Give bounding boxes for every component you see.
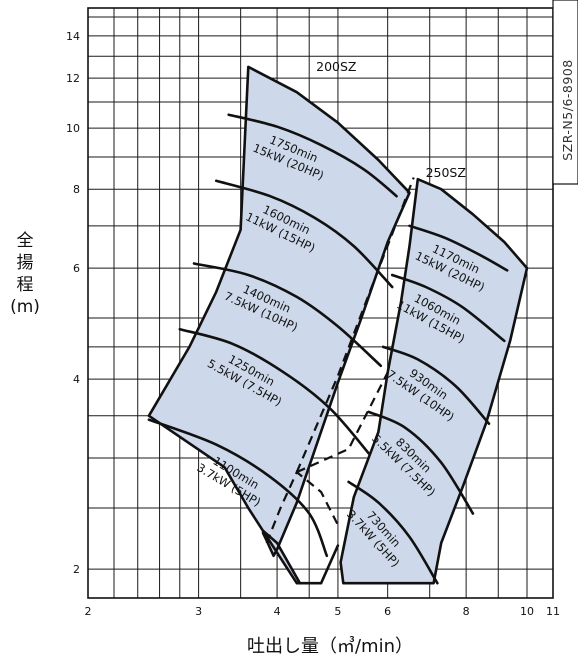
y-tick-label-4: 10 [66,122,80,135]
x-tick-label-7: 11 [546,605,560,618]
y-tick-label-5: 12 [66,72,80,85]
crossover-line [296,371,389,474]
x-tick-label-5: 8 [463,605,470,618]
curve-0 [227,113,398,198]
200SZ-boundary [295,177,415,473]
x-tick-label-1: 3 [195,605,202,618]
tick-labels: 2 3 4 5 6 8 10 11 2 4 6 8 10 12 14 [66,30,560,618]
region-label-250sz: 250SZ [426,165,466,180]
curve-7 [381,345,491,425]
y-tick-label-2: 6 [73,262,80,275]
dashed-boundaries [265,177,415,544]
curve-4 [147,418,329,558]
region-250sz [339,177,529,585]
y-tick-label-0: 2 [73,563,80,576]
y-tick-label-6: 14 [66,30,80,43]
document-code: SZR-N5/6-8908 [560,59,575,160]
x-axis-title: 吐出し量（㎥/min） [247,636,413,657]
curve-2 [192,262,383,368]
x-tick-label-2: 4 [274,605,281,618]
y-axis-title-part-2: 程 [17,275,34,295]
y-axis-title-part-1: 揚 [17,253,34,273]
curve-3 [178,327,371,455]
y-tick-label-3: 8 [73,183,80,196]
curve-6 [390,273,506,343]
x-tick-label-4: 6 [384,605,391,618]
x-tick-label-3: 5 [334,605,341,618]
curve-9 [347,480,439,585]
document-code-tag: SZR-N5/6-8908 [552,0,578,185]
x-tick-label-6: 10 [520,605,534,618]
y-axis-title-part-0: 全 [17,231,34,251]
region-label-200sz: 200SZ [316,59,356,74]
y-axis-title: 全揚程(m) [10,231,40,317]
curve-5 [408,224,509,272]
curve-8 [367,410,475,515]
y-axis-title-part-3: (m) [10,297,40,317]
plot-border [87,7,554,599]
y-tick-label-1: 4 [73,373,80,386]
performance-curves [147,113,509,585]
x-tick-label-0: 2 [85,605,92,618]
operating-regions [147,65,529,585]
plot-frame [87,7,554,599]
document-code-box [552,0,578,185]
curve-1 [214,179,394,289]
